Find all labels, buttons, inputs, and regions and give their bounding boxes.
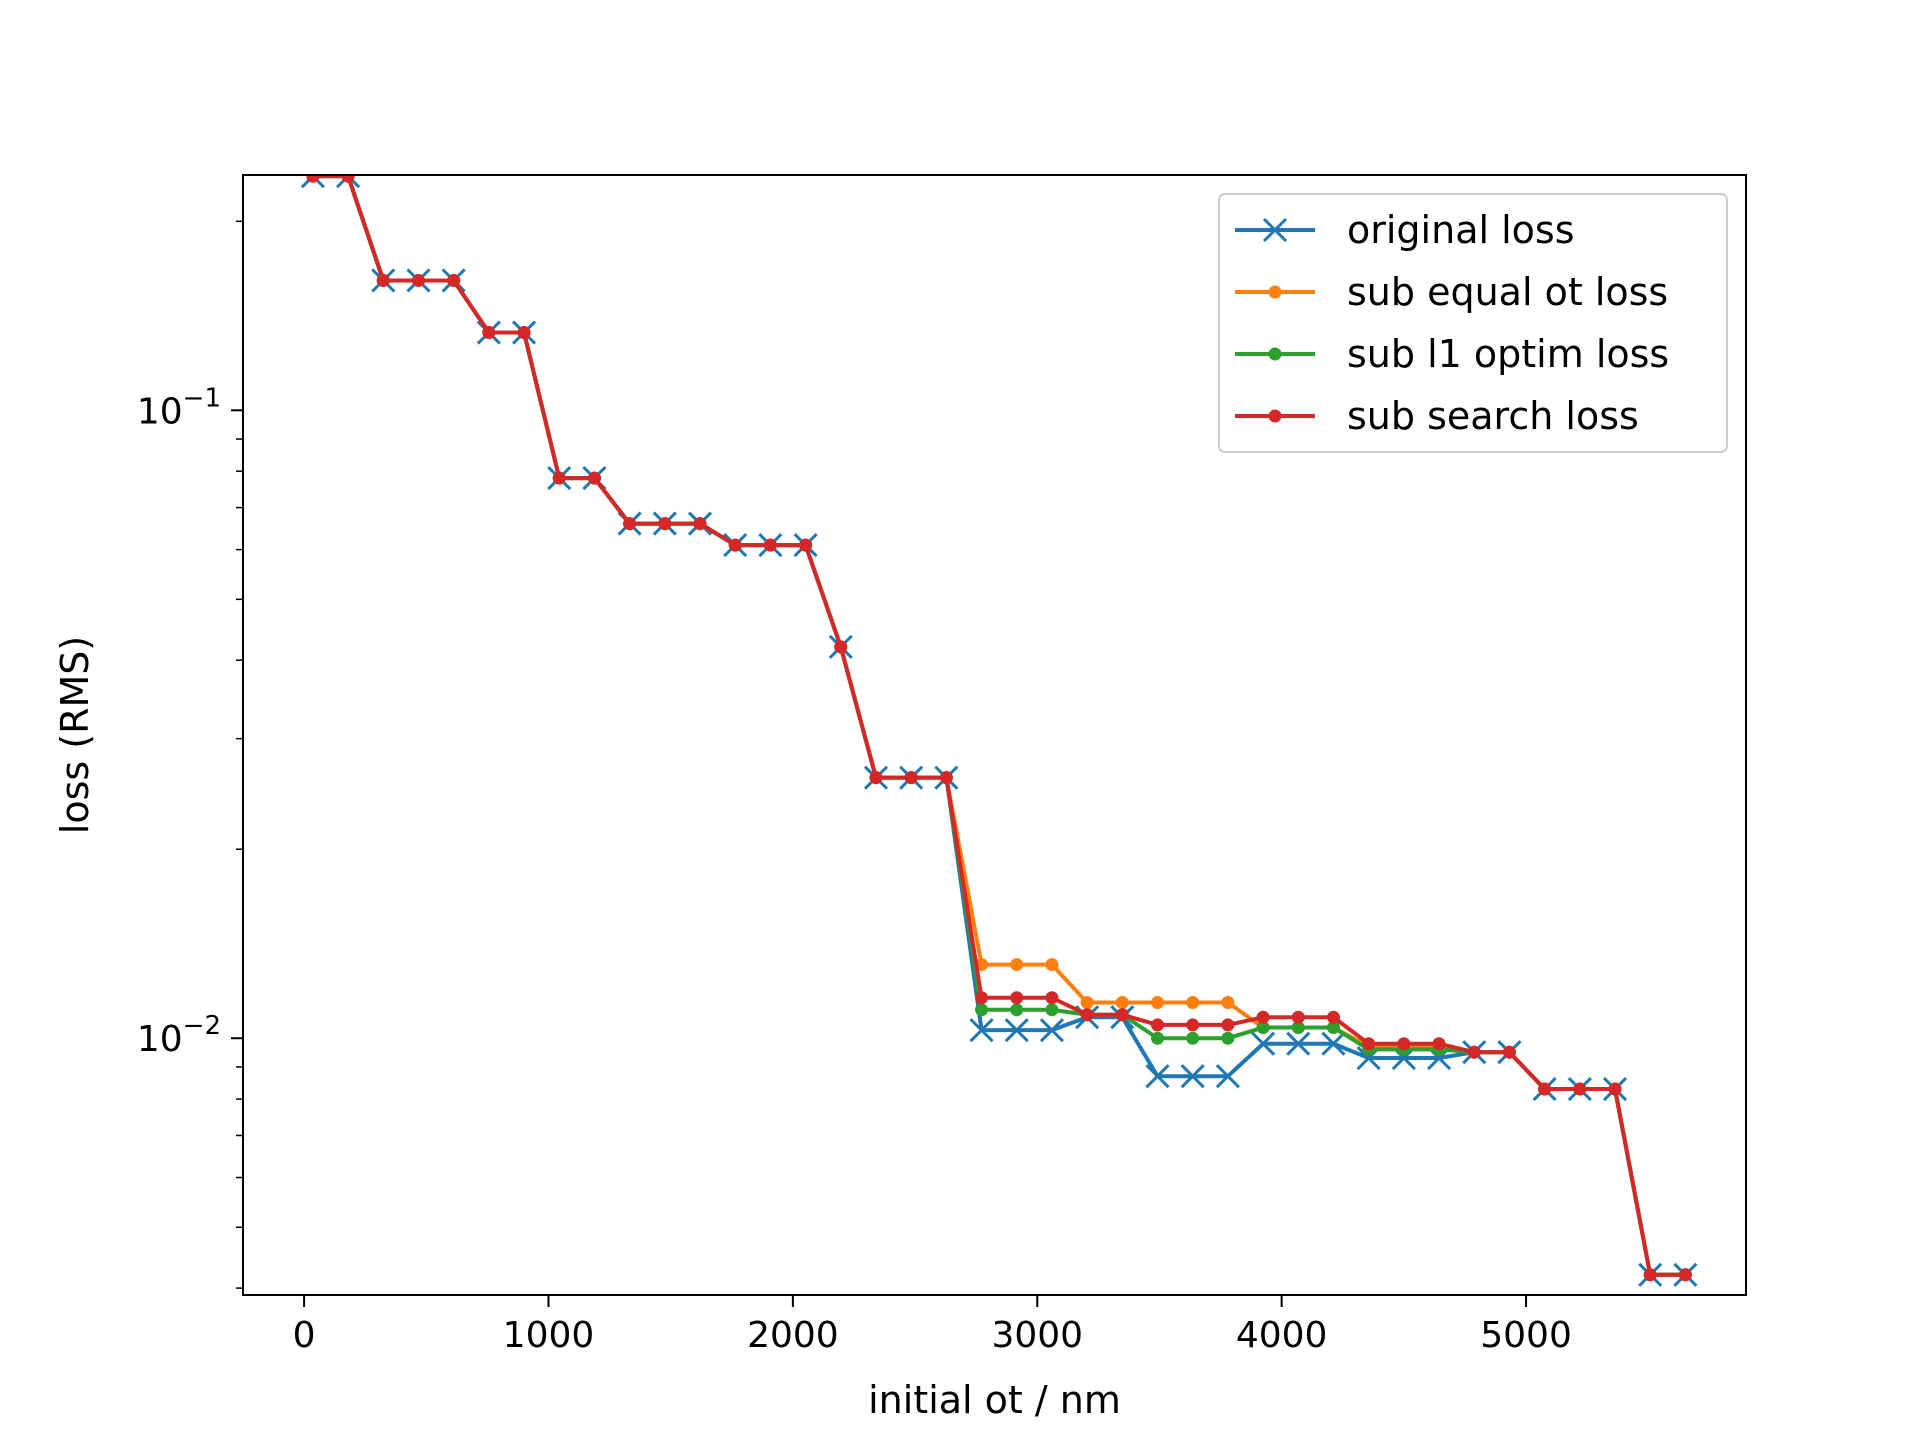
data-point xyxy=(834,640,848,654)
data-point xyxy=(1186,1018,1200,1032)
data-point xyxy=(869,771,883,785)
data-point xyxy=(1397,1037,1411,1051)
data-point xyxy=(728,538,742,552)
data-point xyxy=(1151,995,1165,1009)
data-point xyxy=(1010,958,1024,972)
data-point xyxy=(1573,1082,1587,1096)
legend-item-sub-l1-optim-loss: sub l1 optim loss xyxy=(1235,332,1669,376)
series-line-sub-search-loss xyxy=(312,175,1686,1277)
data-point xyxy=(1256,1021,1270,1035)
data-point xyxy=(341,175,355,183)
data-point xyxy=(1045,991,1059,1005)
data-point xyxy=(447,273,461,287)
y-axis-label: loss (RMS) xyxy=(53,636,97,834)
data-point xyxy=(1080,995,1094,1009)
data-point xyxy=(1145,1064,1170,1089)
data-point xyxy=(1010,1003,1024,1017)
data-point xyxy=(1180,1064,1205,1089)
data-point xyxy=(1010,991,1024,1005)
data-point xyxy=(517,326,531,340)
legend-swatch-marker xyxy=(1268,285,1282,299)
data-point xyxy=(799,538,813,552)
data-point xyxy=(1608,1082,1622,1096)
data-point xyxy=(975,991,989,1005)
y-tick-label: 10−2 xyxy=(137,1011,221,1060)
data-point xyxy=(1115,1008,1129,1022)
series-layer xyxy=(300,175,1698,1287)
data-point xyxy=(1215,1064,1240,1089)
plot-frame xyxy=(242,174,1747,1296)
data-point xyxy=(1291,1010,1305,1024)
legend-item-sub-search-loss: sub search loss xyxy=(1235,394,1639,438)
data-point xyxy=(904,771,918,785)
data-point xyxy=(1326,1010,1340,1024)
data-point xyxy=(1251,1031,1276,1056)
legend-swatch-marker xyxy=(1262,217,1288,243)
data-point xyxy=(1186,995,1200,1009)
y-axis: 10−1 10−2 xyxy=(137,220,243,1289)
legend-swatch-marker xyxy=(1268,409,1282,423)
data-point xyxy=(1467,1045,1481,1059)
data-point xyxy=(1678,1268,1692,1282)
data-point xyxy=(763,538,777,552)
data-point xyxy=(1502,1045,1516,1059)
data-point xyxy=(1151,1031,1165,1045)
x-tick-label: 2000 xyxy=(747,1315,839,1356)
data-point xyxy=(1045,1003,1059,1017)
data-point xyxy=(939,771,953,785)
data-point xyxy=(1538,1082,1552,1096)
legend-label: sub equal ot loss xyxy=(1347,270,1668,314)
data-point xyxy=(1286,1031,1311,1056)
data-point xyxy=(658,517,672,531)
data-point xyxy=(975,1003,989,1017)
data-point xyxy=(306,175,320,183)
data-point xyxy=(376,273,390,287)
series-sub-search-loss xyxy=(306,175,1692,1282)
data-point xyxy=(1256,1010,1270,1024)
legend-swatch-marker xyxy=(1268,347,1282,361)
data-point xyxy=(1321,1031,1346,1056)
data-point xyxy=(1326,1021,1340,1035)
data-point xyxy=(1643,1268,1657,1282)
x-tick-label: 0 xyxy=(293,1315,316,1356)
data-point xyxy=(1221,1031,1235,1045)
data-point xyxy=(482,326,496,340)
legend-label: sub search loss xyxy=(1347,394,1639,438)
data-point xyxy=(1221,995,1235,1009)
data-point xyxy=(1291,1021,1305,1035)
x-tick-label: 4000 xyxy=(1236,1315,1328,1356)
data-point xyxy=(1362,1037,1376,1051)
data-point xyxy=(1045,958,1059,972)
x-tick-label: 5000 xyxy=(1480,1315,1572,1356)
legend-box xyxy=(1218,193,1728,453)
data-point xyxy=(1221,1018,1235,1032)
legend-label: sub l1 optim loss xyxy=(1347,332,1669,376)
data-point xyxy=(623,517,637,531)
data-point xyxy=(552,471,566,485)
y-tick-label: 10−1 xyxy=(137,383,221,432)
legend-item-sub-equal-ot-loss: sub equal ot loss xyxy=(1235,270,1668,314)
data-point xyxy=(411,273,425,287)
legend: original loss sub equal ot loss sub l1 opt… xyxy=(1218,193,1728,453)
data-point xyxy=(969,1018,994,1043)
data-point xyxy=(1004,1018,1029,1043)
data-point xyxy=(1432,1037,1446,1051)
x-axis: 0 1000 2000 3000 4000 5000 xyxy=(293,1295,1572,1356)
x-tick-label: 1000 xyxy=(503,1315,595,1356)
x-tick-label: 3000 xyxy=(991,1315,1083,1356)
data-point xyxy=(1080,1008,1094,1022)
x-axis-label: initial ot / nm xyxy=(868,1378,1121,1422)
data-point xyxy=(693,517,707,531)
data-point xyxy=(1039,1018,1064,1043)
legend-label: original loss xyxy=(1347,208,1575,252)
data-point xyxy=(1186,1031,1200,1045)
data-point xyxy=(1115,995,1129,1009)
data-point xyxy=(587,471,601,485)
data-point xyxy=(1151,1018,1165,1032)
legend-item-original-loss: original loss xyxy=(1235,208,1575,252)
